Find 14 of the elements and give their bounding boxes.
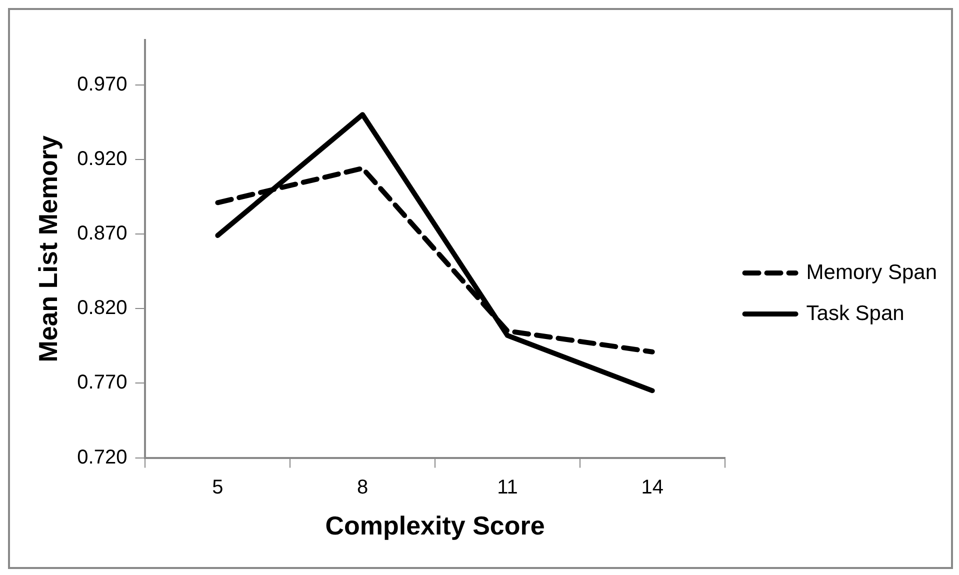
x-tick-label: 14 (641, 476, 664, 498)
y-tick-label: 0.720 (77, 446, 128, 468)
legend-label: Memory Span (806, 260, 937, 284)
y-tick-label: 0.870 (77, 222, 128, 244)
y-tick-label: 0.820 (77, 297, 128, 320)
x-tick-label: 5 (212, 476, 224, 498)
legend-label: Task Span (806, 302, 904, 325)
y-tick-label: 0.770 (77, 372, 128, 394)
x-tick-label: 11 (497, 476, 518, 498)
x-axis-title: Complexity Score (325, 510, 545, 541)
y-tick-label: 0.920 (77, 148, 128, 170)
y-axis-title: Mean List Memory (32, 134, 63, 362)
x-tick-label: 8 (357, 476, 368, 498)
y-tick-label: 0.970 (77, 73, 128, 96)
